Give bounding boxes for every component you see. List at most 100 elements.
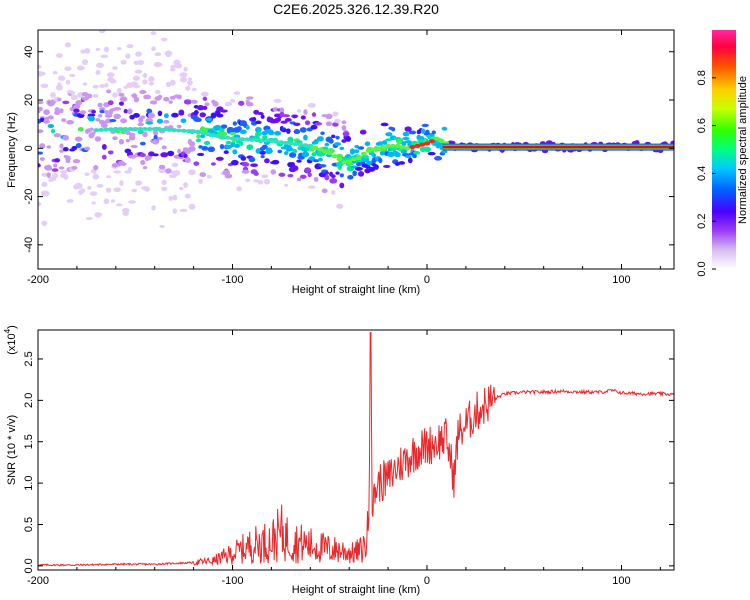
spectrogram-blob	[202, 105, 208, 110]
spectrogram-blob	[130, 144, 138, 149]
spectrogram-blob	[54, 158, 61, 163]
spectrogram-blob	[38, 64, 42, 69]
spectrogram-blob	[357, 146, 365, 150]
spectrogram-ridge-cell	[278, 140, 285, 145]
spectrogram-blob	[172, 208, 178, 214]
spectrogram-blob	[270, 169, 277, 175]
spectrogram-blob	[47, 115, 54, 120]
spectrogram-blob	[277, 149, 283, 154]
spectrogram-x-tick-label: 0	[424, 274, 430, 286]
spectrogram-blob	[332, 122, 339, 127]
spectrogram-blob	[92, 84, 99, 89]
spectrogram-blob	[224, 101, 233, 107]
spectrogram-blob	[100, 123, 108, 129]
spectrogram-blob	[172, 194, 178, 201]
spectrogram-ridge-cell	[380, 145, 387, 150]
spectrogram-blob	[197, 152, 205, 157]
spectrogram-blob	[303, 134, 308, 141]
spectrogram-marks	[38, 30, 674, 229]
spectrogram-ridge-cell	[205, 132, 212, 137]
spectrogram-blob	[93, 173, 99, 179]
spectrogram-blob	[119, 96, 128, 102]
spectrogram-blob	[171, 112, 179, 118]
spectrogram-blob	[171, 162, 179, 168]
spectrogram-blob	[178, 109, 185, 116]
spectrogram-blob	[261, 174, 269, 179]
spectrogram-blob	[161, 186, 168, 192]
spectrogram-blob	[284, 183, 289, 187]
spectrogram-blob	[250, 163, 259, 168]
spectrogram-blob	[183, 182, 189, 188]
spectrogram-blob	[339, 182, 345, 189]
spectrogram-blob	[236, 186, 242, 192]
spectrogram-blob	[313, 176, 319, 182]
snr-x-tick-label: 0	[424, 575, 430, 587]
spectrogram-blob	[293, 122, 301, 127]
spectrogram-ridge-cell	[297, 142, 304, 147]
spectrogram-blob	[342, 131, 350, 137]
snr-y-tick-label: 2.5	[23, 351, 35, 366]
spectrogram-blob	[126, 44, 134, 49]
spectrogram-ridge-cell	[433, 136, 440, 141]
spectrogram-blob	[96, 62, 105, 68]
spectrogram-blob	[110, 199, 116, 203]
spectrogram-blob	[62, 147, 69, 152]
spectrogram-blob	[283, 151, 289, 156]
spectrogram-blob	[253, 171, 259, 176]
spectrogram-blob	[224, 173, 233, 179]
spectrogram-blob	[158, 164, 166, 170]
spectrogram-blob	[296, 109, 302, 113]
spectrogram-ridge-cell	[355, 154, 362, 159]
spectrogram-blob	[38, 106, 43, 112]
spectrogram-blob	[165, 168, 172, 174]
spectrogram-ridge-cell	[365, 148, 372, 153]
spectrogram-ridge-cell	[214, 133, 221, 138]
spectrogram-blob	[229, 132, 237, 136]
spectrogram-blob	[303, 109, 308, 115]
spectrogram-blob	[412, 154, 417, 159]
spectrogram-blob	[320, 131, 325, 136]
spectrogram-blob	[280, 128, 288, 133]
spectrogram-blob	[127, 167, 133, 172]
spectrogram-blob	[69, 91, 76, 95]
spectrogram-blob	[308, 156, 316, 161]
spectrogram-blob	[139, 90, 147, 95]
snr-x-label: Height of straight line (km)	[292, 584, 420, 596]
spectrogram-blob	[176, 124, 182, 129]
spectrogram-blob	[112, 92, 118, 98]
snr-y-tick-label: 0.0	[23, 558, 35, 573]
spectrogram-ridge-cell	[351, 157, 358, 162]
spectrogram-blob	[153, 134, 158, 140]
spectrogram-blob	[70, 94, 78, 101]
spectrogram-blob	[120, 118, 128, 124]
spectrogram-blob	[38, 163, 41, 168]
spectrogram-ridge-cell	[326, 151, 333, 156]
spectrogram-ridge-cell	[200, 131, 207, 136]
spectrogram-blob	[134, 69, 143, 74]
spectrogram-blob	[264, 158, 270, 164]
spectrogram-blob	[106, 175, 112, 179]
spectrogram-x-tick-label: -200	[27, 274, 49, 286]
spectrogram-blob	[282, 114, 291, 118]
spectrogram-blob	[185, 85, 191, 91]
spectrogram-blob	[325, 113, 333, 120]
spectrogram-blob	[200, 91, 209, 97]
spectrogram-blob	[57, 97, 62, 102]
spectrogram-blob	[79, 110, 87, 115]
spectrogram-blob	[149, 100, 158, 105]
snr-scale-prefix: (x10	[6, 333, 18, 354]
spectrogram-blob	[45, 164, 52, 171]
spectrogram-blob	[202, 96, 208, 101]
spectrogram-blob	[254, 126, 262, 133]
colorbar-tick-label: 0.8	[696, 70, 708, 85]
snr-y-tick-label: 1.5	[23, 434, 35, 449]
spectrogram-blob	[135, 51, 142, 57]
spectrogram-blob	[148, 76, 155, 80]
spectrogram-blob	[105, 187, 112, 193]
spectrogram-blob	[65, 79, 71, 85]
spectrogram-ridge-cell	[321, 149, 328, 154]
spectrogram-blob	[168, 195, 173, 202]
spectrogram-blob	[76, 65, 85, 71]
spectrogram-blob	[331, 134, 336, 139]
